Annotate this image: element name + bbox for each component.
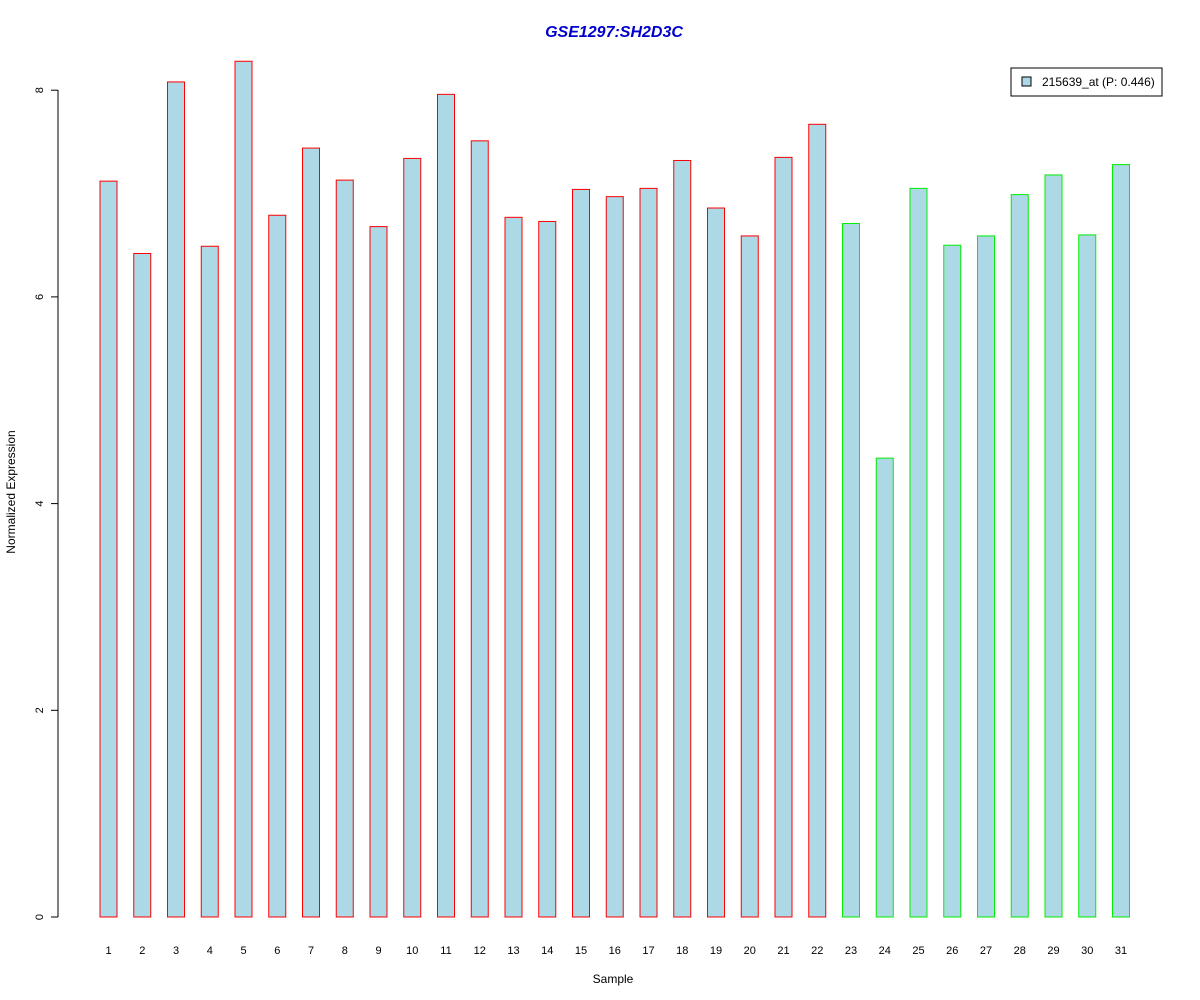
bar	[977, 235, 995, 918]
bar	[1044, 174, 1063, 918]
bar	[673, 159, 692, 918]
x-tick-label: 20	[744, 945, 756, 957]
x-axis-label: Sample	[593, 972, 634, 986]
bar	[808, 123, 827, 918]
bar	[234, 60, 253, 918]
chart-title: GSE1297:SH2D3C	[545, 24, 683, 41]
x-tick-label: 18	[676, 945, 688, 957]
y-axis-label: Normalized Expression	[4, 430, 18, 553]
x-tick-label: 29	[1047, 945, 1059, 957]
x-tick-label: 4	[207, 945, 213, 957]
bar	[268, 214, 287, 918]
x-tick-label: 13	[507, 945, 519, 957]
x-tick-label: 6	[274, 945, 280, 957]
bar	[774, 156, 793, 918]
x-tick-label: 24	[879, 945, 891, 957]
bar	[437, 93, 455, 918]
x-tick-label: 10	[406, 945, 418, 957]
bar	[1078, 234, 1097, 918]
x-tick-label: 8	[342, 945, 348, 957]
x-tick-labels: 1 2 3 4 5 6 7 8 9 10 11 12 13 14 15 16 17 18 19 20 21 22 23 24 2…	[105, 945, 1127, 957]
y-tick-label: 8	[34, 87, 46, 93]
x-tick-label: 7	[308, 945, 314, 957]
bar	[470, 140, 489, 918]
x-tick-label: 31	[1115, 945, 1127, 957]
x-tick-label: 12	[474, 945, 486, 957]
bar	[740, 235, 759, 918]
x-tick-label: 28	[1014, 945, 1026, 957]
x-tick-label: 2	[139, 945, 145, 957]
bar	[369, 226, 388, 918]
bar	[707, 207, 725, 918]
bar	[842, 223, 860, 918]
x-tick-label: 30	[1081, 945, 1093, 957]
bar	[943, 244, 962, 918]
x-tick-label: 14	[541, 945, 553, 957]
bar	[403, 157, 422, 918]
y-tick-label: 6	[34, 294, 46, 300]
bar	[639, 187, 658, 918]
x-tick-label: 11	[440, 945, 451, 957]
bar	[605, 196, 624, 918]
x-tick-label: 22	[811, 945, 823, 957]
x-tick-label: 16	[609, 945, 621, 957]
y-tick-label: 0	[34, 914, 46, 920]
bar	[572, 188, 590, 918]
bar	[302, 147, 320, 918]
x-tick-label: 19	[710, 945, 722, 957]
y-tick-label: 2	[34, 707, 46, 713]
legend-box	[1010, 67, 1163, 97]
bar	[99, 180, 118, 918]
bar	[1112, 164, 1130, 918]
legend: 215639_at (P: 0.446)	[1010, 67, 1163, 97]
x-tick-label: 1	[105, 945, 111, 957]
bars	[99, 60, 1130, 918]
bar	[875, 457, 894, 918]
legend-label: 215639_at (P: 0.446)	[1042, 75, 1155, 89]
x-tick-label: 21	[777, 945, 789, 957]
bar	[538, 220, 557, 918]
x-tick-label: 25	[912, 945, 924, 957]
bar	[504, 216, 523, 918]
legend-swatch	[1021, 76, 1032, 87]
x-tick-label: 5	[240, 945, 246, 957]
x-tick-label: 23	[845, 945, 857, 957]
bar	[335, 179, 354, 918]
x-tick-label: 15	[575, 945, 587, 957]
y-tick-label: 4	[34, 501, 46, 507]
y-axis: 0 2 4 6 8	[34, 87, 59, 920]
x-tick-label: 26	[946, 945, 958, 957]
x-tick-label: 9	[375, 945, 381, 957]
x-tick-label: 27	[980, 945, 992, 957]
bar	[909, 187, 928, 918]
x-tick-label: 3	[173, 945, 179, 957]
bar	[133, 252, 152, 918]
bar	[167, 81, 185, 918]
bar	[1010, 194, 1029, 918]
bar	[200, 245, 219, 918]
x-tick-label: 17	[642, 945, 654, 957]
